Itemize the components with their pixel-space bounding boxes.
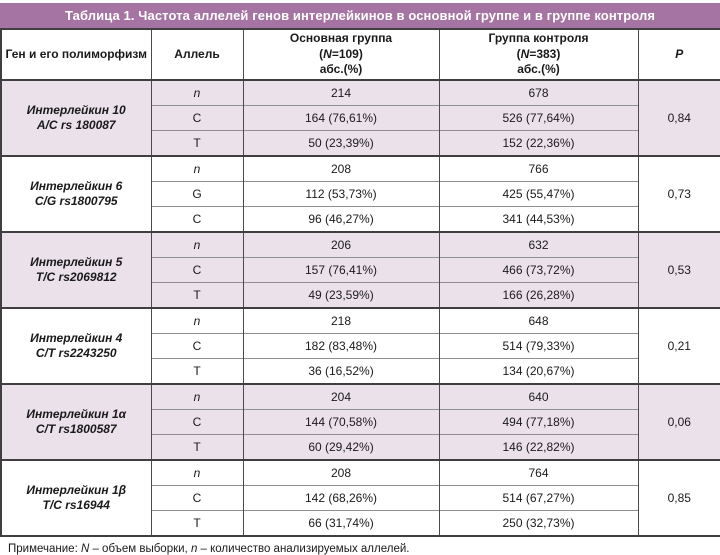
allele-cell: C xyxy=(150,256,243,283)
table-row: C 96 (46,27%) 341 (44,53%) xyxy=(1,205,720,232)
control-group-value-cell: 494 (77,18%) xyxy=(438,408,638,435)
control-group-value-cell: 514 (79,33%) xyxy=(438,332,638,359)
control-group-value-cell: 466 (73,72%) xyxy=(438,256,638,283)
main-group-value-cell: 218 xyxy=(242,306,439,334)
gene-name-cell: Интерлейкин 5 T/C rs2069812 xyxy=(1,230,151,308)
table-row: G 112 (53,73%) 425 (55,47%) xyxy=(1,180,720,207)
control-group-value-cell: 134 (20,67%) xyxy=(438,357,638,384)
main-group-value-cell: 182 (83,48%) xyxy=(242,332,439,359)
allele-cell: n xyxy=(150,382,243,410)
allele-cell: T xyxy=(150,433,243,460)
allele-cell: n xyxy=(150,458,243,486)
main-group-value-cell: 206 xyxy=(242,230,439,258)
allele-cell: G xyxy=(150,180,243,207)
allele-cell: C xyxy=(150,205,243,232)
main-group-value-cell: 96 (46,27%) xyxy=(242,205,439,232)
main-group-value-cell: 164 (76,61%) xyxy=(242,104,439,131)
control-group-value-cell: 632 xyxy=(438,230,638,258)
gene-name-cell: Интерлейкин 4 C/T rs2243250 xyxy=(1,306,151,384)
control-group-value-cell: 425 (55,47%) xyxy=(438,180,638,207)
allele-cell: n xyxy=(150,230,243,258)
table-row: T 60 (29,42%) 146 (22,82%) xyxy=(1,433,720,460)
table-row: T 66 (31,74%) 250 (32,73%) xyxy=(1,509,720,536)
table-row: C 142 (68,26%) 514 (67,27%) xyxy=(1,484,720,511)
main-group-value-cell: 50 (23,39%) xyxy=(242,129,439,156)
allele-cell: T xyxy=(150,129,243,156)
control-group-value-cell: 152 (22,36%) xyxy=(438,129,638,156)
table-row: T 36 (16,52%) 134 (20,67%) xyxy=(1,357,720,384)
table-row: Интерлейкин 4 C/T rs2243250 n 218 648 0,21 xyxy=(1,306,720,384)
allele-frequency-table: Ген и его полиморфизм Аллель Основная гр… xyxy=(0,28,720,537)
main-group-value-cell: 49 (23,59%) xyxy=(242,281,439,308)
main-group-value-cell: 112 (53,73%) xyxy=(242,180,439,207)
p-value-cell: 0,53 xyxy=(637,230,720,308)
main-group-value-cell: 142 (68,26%) xyxy=(242,484,439,511)
control-group-value-cell: 766 xyxy=(438,154,638,182)
main-group-value-cell: 66 (31,74%) xyxy=(242,509,439,536)
control-group-value-cell: 341 (44,53%) xyxy=(438,205,638,232)
table-caption: Таблица 1. Частота аллелей генов интерле… xyxy=(64,8,656,23)
main-group-value-cell: 144 (70,58%) xyxy=(242,408,439,435)
control-group-value-cell: 648 xyxy=(438,306,638,334)
gene-name-cell: Интерлейкин 6 C/G rs1800795 xyxy=(1,154,151,232)
gene-name-cell: Интерлейкин 1α C/T rs1800587 xyxy=(1,382,151,460)
main-group-value-cell: 36 (16,52%) xyxy=(242,357,439,384)
table-row: Интерлейкин 6 C/G rs1800795 n 208 766 0,73 xyxy=(1,154,720,232)
allele-cell: T xyxy=(150,357,243,384)
allele-cell: C xyxy=(150,408,243,435)
table-row: Интерлейкин 5 T/C rs2069812 n 206 632 0,53 xyxy=(1,230,720,308)
table-row: C 182 (83,48%) 514 (79,33%) xyxy=(1,332,720,359)
allele-cell: C xyxy=(150,332,243,359)
allele-cell: T xyxy=(150,281,243,308)
table-row: Интерлейкин 1α C/T rs1800587 n 204 640 0,06 xyxy=(1,382,720,460)
control-group-value-cell: 526 (77,64%) xyxy=(438,104,638,131)
col-header-allele: Аллель xyxy=(150,29,243,81)
control-group-value-cell: 678 xyxy=(438,78,638,106)
table-row: Интерлейкин 10 A/C rs 180087 n 214 678 0,84 xyxy=(1,78,720,156)
p-value-cell: 0,85 xyxy=(637,458,720,536)
main-group-value-cell: 204 xyxy=(242,382,439,410)
control-group-value-cell: 146 (22,82%) xyxy=(438,433,638,460)
p-value-cell: 0,06 xyxy=(637,382,720,460)
table-row: C 157 (76,41%) 466 (73,72%) xyxy=(1,256,720,283)
control-group-value-cell: 764 xyxy=(438,458,638,486)
table-body: Интерлейкин 10 A/C rs 180087 n 214 678 0,84 C 1… xyxy=(1,78,720,536)
allele-cell: n xyxy=(150,154,243,182)
gene-name-cell: Интерлейкин 10 A/C rs 180087 xyxy=(1,78,151,156)
gene-name-cell: Интерлейкин 1β T/C rs16944 xyxy=(1,458,151,536)
allele-cell: C xyxy=(150,104,243,131)
table-row: C 144 (70,58%) 494 (77,18%) xyxy=(1,408,720,435)
p-value-cell: 0,73 xyxy=(637,154,720,232)
control-group-value-cell: 250 (32,73%) xyxy=(438,509,638,536)
table-row: C 164 (76,61%) 526 (77,64%) xyxy=(1,104,720,131)
control-group-value-cell: 166 (26,28%) xyxy=(438,281,638,308)
allele-cell: n xyxy=(150,78,243,106)
control-group-value-cell: 640 xyxy=(438,382,638,410)
table-header: Ген и его полиморфизм Аллель Основная гр… xyxy=(1,29,720,81)
main-group-value-cell: 208 xyxy=(242,154,439,182)
col-header-main-group: Основная группа (N=109) абс.(%) xyxy=(242,29,439,81)
p-value-cell: 0,84 xyxy=(637,78,720,156)
col-header-gene: Ген и его полиморфизм xyxy=(1,29,151,81)
allele-cell: n xyxy=(150,306,243,334)
allele-cell: C xyxy=(150,484,243,511)
col-header-control-group: Группа контроля (N=383) абс.(%) xyxy=(438,29,638,81)
table-row: T 50 (23,39%) 152 (22,36%) xyxy=(1,129,720,156)
table-row: Интерлейкин 1β T/C rs16944 n 208 764 0,85 xyxy=(1,458,720,536)
main-group-value-cell: 60 (29,42%) xyxy=(242,433,439,460)
main-group-value-cell: 157 (76,41%) xyxy=(242,256,439,283)
allele-cell: T xyxy=(150,509,243,536)
main-group-value-cell: 208 xyxy=(242,458,439,486)
table-row: T 49 (23,59%) 166 (26,28%) xyxy=(1,281,720,308)
p-value-cell: 0,21 xyxy=(637,306,720,384)
main-group-value-cell: 214 xyxy=(242,78,439,106)
table-caption-bar: Таблица 1. Частота аллелей генов интерле… xyxy=(0,3,720,28)
control-group-value-cell: 514 (67,27%) xyxy=(438,484,638,511)
col-header-p-value: P xyxy=(637,29,720,81)
